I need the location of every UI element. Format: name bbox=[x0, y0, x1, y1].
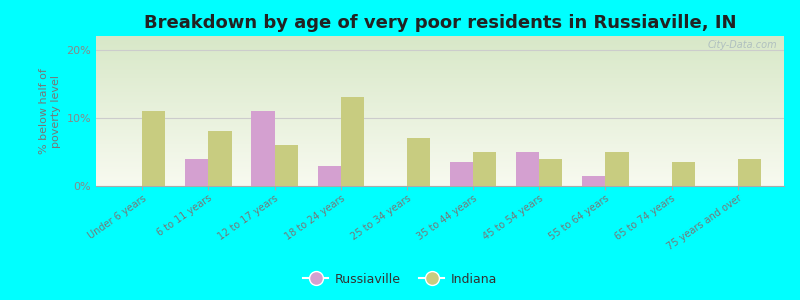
Bar bbox=[209, 131, 232, 186]
Bar bbox=[186, 159, 209, 186]
Bar bbox=[274, 145, 298, 186]
Bar bbox=[450, 162, 473, 186]
Bar bbox=[341, 98, 364, 186]
Bar bbox=[516, 152, 539, 186]
Bar bbox=[582, 176, 606, 186]
Bar bbox=[142, 111, 166, 186]
Bar bbox=[318, 166, 341, 186]
Title: Breakdown by age of very poor residents in Russiaville, IN: Breakdown by age of very poor residents … bbox=[144, 14, 736, 32]
Y-axis label: % below half of
poverty level: % below half of poverty level bbox=[39, 68, 61, 154]
Bar bbox=[539, 159, 562, 186]
Bar bbox=[251, 111, 274, 186]
Bar bbox=[473, 152, 496, 186]
Legend: Russiaville, Indiana: Russiaville, Indiana bbox=[298, 268, 502, 291]
Bar bbox=[738, 159, 761, 186]
Bar bbox=[606, 152, 629, 186]
Text: City-Data.com: City-Data.com bbox=[707, 40, 777, 50]
Bar bbox=[671, 162, 694, 186]
Bar bbox=[407, 138, 430, 186]
